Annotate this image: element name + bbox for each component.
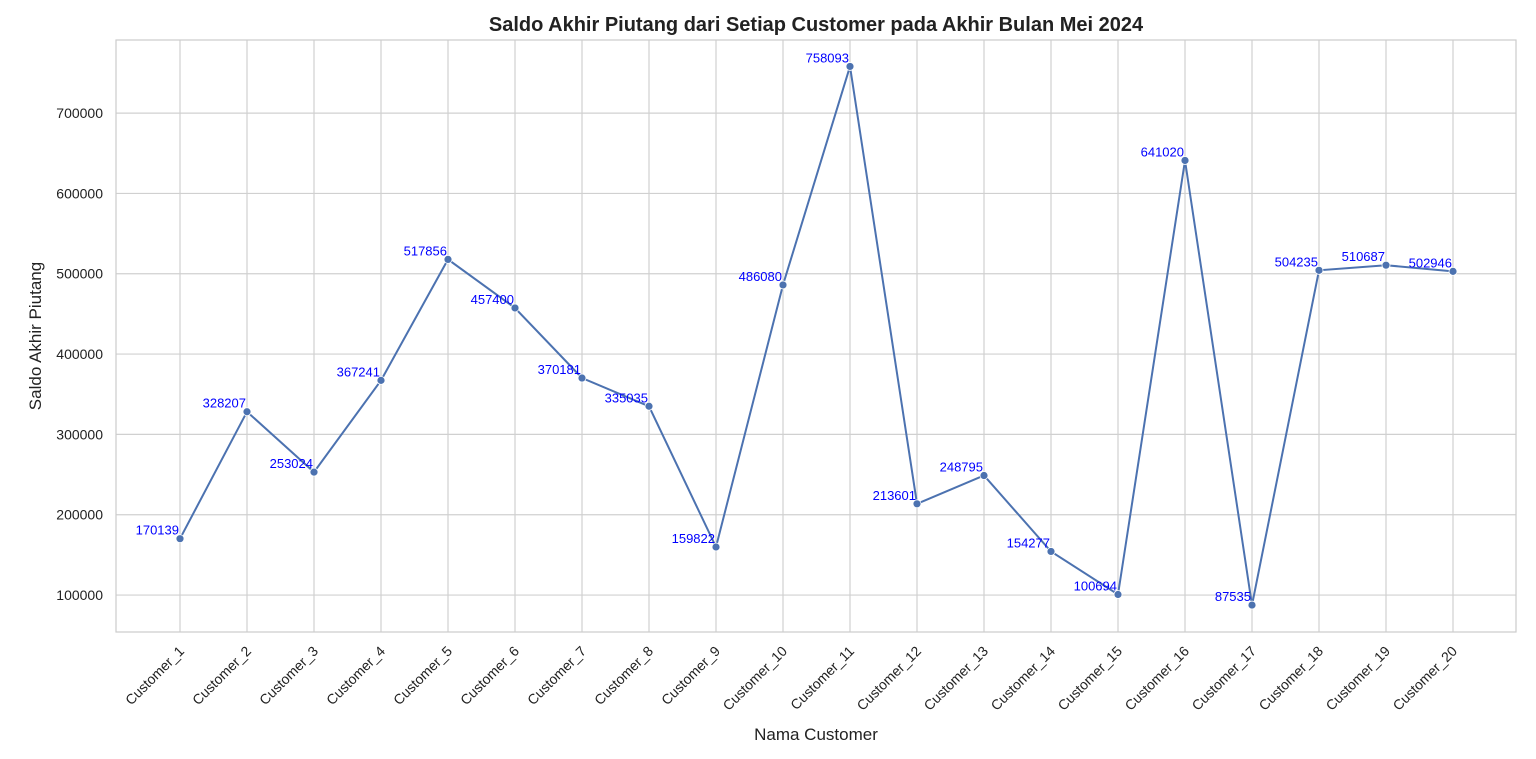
data-label: 170139 [136,523,179,538]
data-label: 87535 [1215,589,1251,604]
data-label: 504235 [1275,254,1318,269]
data-labels: 170139 328207 253024 367241 517856 457400 3701… [136,50,1452,604]
data-point [1046,547,1056,556]
x-tick-label: Customer_17 [1188,643,1259,714]
data-label: 517856 [404,243,447,258]
data-label: 213601 [873,488,916,503]
x-tick-label: Customer_5 [390,643,455,708]
data-point [1113,590,1123,599]
x-tick-label: Customer_14 [987,643,1058,714]
data-label: 159822 [672,531,715,546]
data-point [1247,600,1257,610]
data-label: 100694 [1074,578,1117,593]
data-point [577,373,587,383]
data-point [175,534,185,544]
y-tick-label: 400000 [56,346,103,362]
x-tick-label: Customer_6 [457,643,522,708]
data-point [778,280,788,290]
y-tick-label: 700000 [56,105,103,121]
x-tick-label: Customer_12 [853,643,924,714]
x-axis-ticks: Customer_1 Customer_2 Customer_3 Customer_4… [122,643,1460,714]
x-tick-label: Customer_11 [787,643,857,713]
data-point [1314,265,1324,275]
data-point [711,542,721,552]
data-label: 457400 [471,292,514,307]
y-axis-label: Saldo Akhir Piutang [26,262,45,410]
x-tick-label: Customer_2 [189,643,254,708]
x-tick-label: Customer_3 [256,643,321,708]
data-point [309,467,319,477]
data-label: 328207 [203,396,246,411]
y-tick-label: 500000 [56,266,103,282]
data-point [979,471,989,480]
y-axis-ticks: 100000 200000 300000 400000 500000 600000 7000… [56,105,103,603]
data-point [242,407,252,417]
y-tick-label: 100000 [56,587,103,603]
data-label: 510687 [1342,249,1385,264]
x-tick-label: Customer_4 [323,643,388,708]
data-points [175,62,1458,610]
data-point [376,375,386,385]
data-point [845,62,855,71]
data-label: 370181 [538,362,581,377]
y-tick-label: 200000 [56,507,103,523]
y-tick-label: 300000 [56,426,103,442]
data-point [1448,266,1458,276]
x-tick-label: Customer_13 [920,643,991,714]
data-label: 641020 [1141,144,1184,159]
data-label: 502946 [1409,255,1452,270]
data-point [510,303,520,313]
data-label: 335035 [605,390,648,405]
data-point [644,401,654,411]
data-point [443,255,453,264]
x-tick-label: Customer_15 [1054,643,1125,714]
x-tick-label: Customer_18 [1255,643,1326,714]
y-tick-label: 600000 [56,185,103,201]
x-axis-label: Nama Customer [754,725,878,744]
data-point [1180,156,1190,165]
chart-title: Saldo Akhir Piutang dari Setiap Customer… [489,14,1144,36]
x-tick-label: Customer_19 [1322,643,1393,714]
x-tick-label: Customer_7 [524,643,589,708]
data-label: 367241 [337,364,380,379]
x-tick-label: Customer_20 [1389,643,1460,714]
series-line [179,66,1454,606]
x-tick-label: Customer_16 [1121,643,1192,714]
data-point [912,499,922,509]
grid [116,40,1516,632]
data-label: 758093 [806,50,849,65]
data-label: 154277 [1007,535,1050,550]
data-point [1381,260,1391,270]
x-tick-label: Customer_1 [122,643,187,708]
x-tick-label: Customer_8 [591,643,656,708]
data-label: 253024 [270,456,313,471]
data-label: 248795 [940,460,983,475]
x-tick-label: Customer_10 [719,643,790,714]
plot-frame [115,39,1517,633]
data-label: 486080 [739,269,782,284]
x-tick-label: Customer_9 [658,643,723,708]
